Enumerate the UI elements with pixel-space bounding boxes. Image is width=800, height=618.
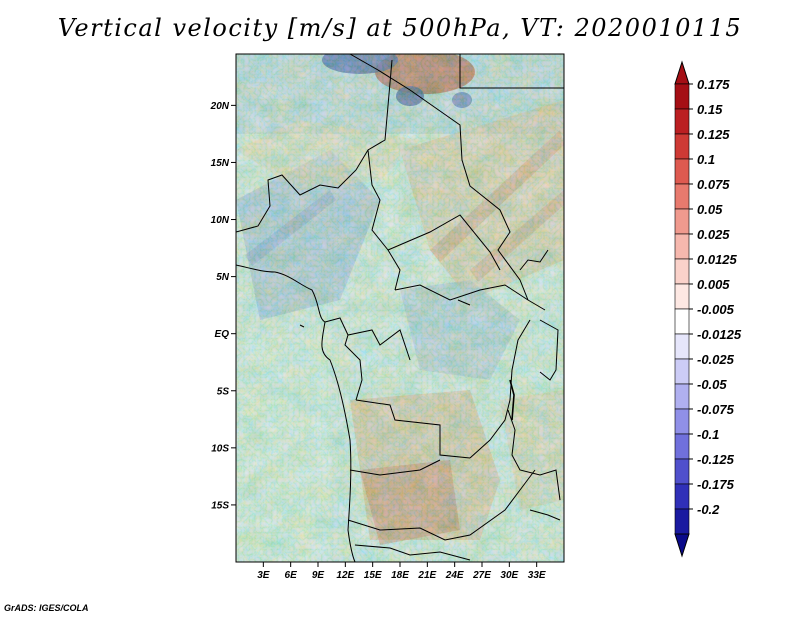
colorbar-label: 0.125 <box>697 127 730 142</box>
colorbar-label: -0.0125 <box>697 327 742 342</box>
colorbar-bottom-arrow <box>674 533 690 558</box>
lon-tick-label: 6E <box>285 570 298 581</box>
lat-tick-label: 15N <box>211 158 230 169</box>
colorbar-label: 0.175 <box>697 77 730 92</box>
colorbar-segment <box>674 208 690 235</box>
lat-tick-label: 20N <box>210 101 230 112</box>
colorbar-label: -0.025 <box>697 352 735 367</box>
lat-tick-label: 10S <box>211 443 229 454</box>
colorbar-label: 0.05 <box>697 202 723 217</box>
colorbar-label: 0.0125 <box>697 252 738 267</box>
colorbar-segment <box>674 133 690 160</box>
lon-tick-label: 24E <box>445 570 464 581</box>
colorbar-segment <box>674 508 690 535</box>
colorbar-label: -0.05 <box>697 377 727 392</box>
lon-tick-label: 27E <box>472 570 491 581</box>
colorbar-label: 0.15 <box>697 102 723 117</box>
vertical-velocity-field <box>236 54 564 562</box>
axis-ticks: 20N 15N 10N 5N EQ 5S 10S 15S 3E 6E 9E 12E 15E 18E 21E 2… <box>210 101 546 581</box>
colorbar-segment <box>674 83 690 110</box>
lat-tick-label: 10N <box>211 215 230 226</box>
colorbar-label: -0.2 <box>697 502 720 517</box>
lat-tick-label: 5S <box>217 386 230 397</box>
colorbar-segment <box>674 433 690 460</box>
colorbar-label: 0.1 <box>697 152 715 167</box>
colorbar-segment <box>674 333 690 360</box>
colorbar-segment <box>674 233 690 260</box>
lat-tick-label: 15S <box>211 500 229 511</box>
colorbar-label: -0.125 <box>697 452 735 467</box>
colorbar-top-arrow <box>674 60 690 85</box>
colorbar-segment <box>674 358 690 385</box>
lon-tick-label: 33E <box>528 570 546 581</box>
lon-tick-label: 18E <box>391 570 409 581</box>
colorbar-segment <box>674 408 690 435</box>
lat-tick-label: 5N <box>216 272 230 283</box>
colorbar-segment <box>674 158 690 185</box>
colorbar-label: -0.175 <box>697 477 735 492</box>
colorbar-segment <box>674 458 690 485</box>
colorbar-segment <box>674 108 690 135</box>
credit-label: GrADS: IGES/COLA <box>4 603 89 613</box>
colorbar: 0.175 0.15 0.125 0.1 0.075 0.05 0.025 0.0125 0.0… <box>674 60 742 558</box>
lon-tick-label: 21E <box>417 570 436 581</box>
colorbar-segment <box>674 258 690 285</box>
chart-title: Vertical velocity [m/s] at 500hPa, VT: 2… <box>57 14 743 42</box>
colorbar-label: -0.005 <box>697 302 735 317</box>
colorbar-label: 0.005 <box>697 277 730 292</box>
colorbar-segment <box>674 183 690 210</box>
colorbar-segment <box>674 283 690 310</box>
colorbar-label: -0.075 <box>697 402 735 417</box>
lon-tick-label: 30E <box>500 570 518 581</box>
colorbar-segment <box>674 483 690 510</box>
lon-tick-label: 15E <box>364 570 382 581</box>
lat-tick-label: EQ <box>215 329 230 340</box>
lon-tick-label: 3E <box>257 570 270 581</box>
lon-tick-label: 12E <box>336 570 354 581</box>
colorbar-label: 0.075 <box>697 177 730 192</box>
country-borders <box>236 54 564 562</box>
colorbar-segment <box>674 308 690 335</box>
lon-tick-label: 9E <box>312 570 325 581</box>
colorbar-label: 0.025 <box>697 227 730 242</box>
colorbar-segment <box>674 383 690 410</box>
colorbar-label: -0.1 <box>697 427 719 442</box>
